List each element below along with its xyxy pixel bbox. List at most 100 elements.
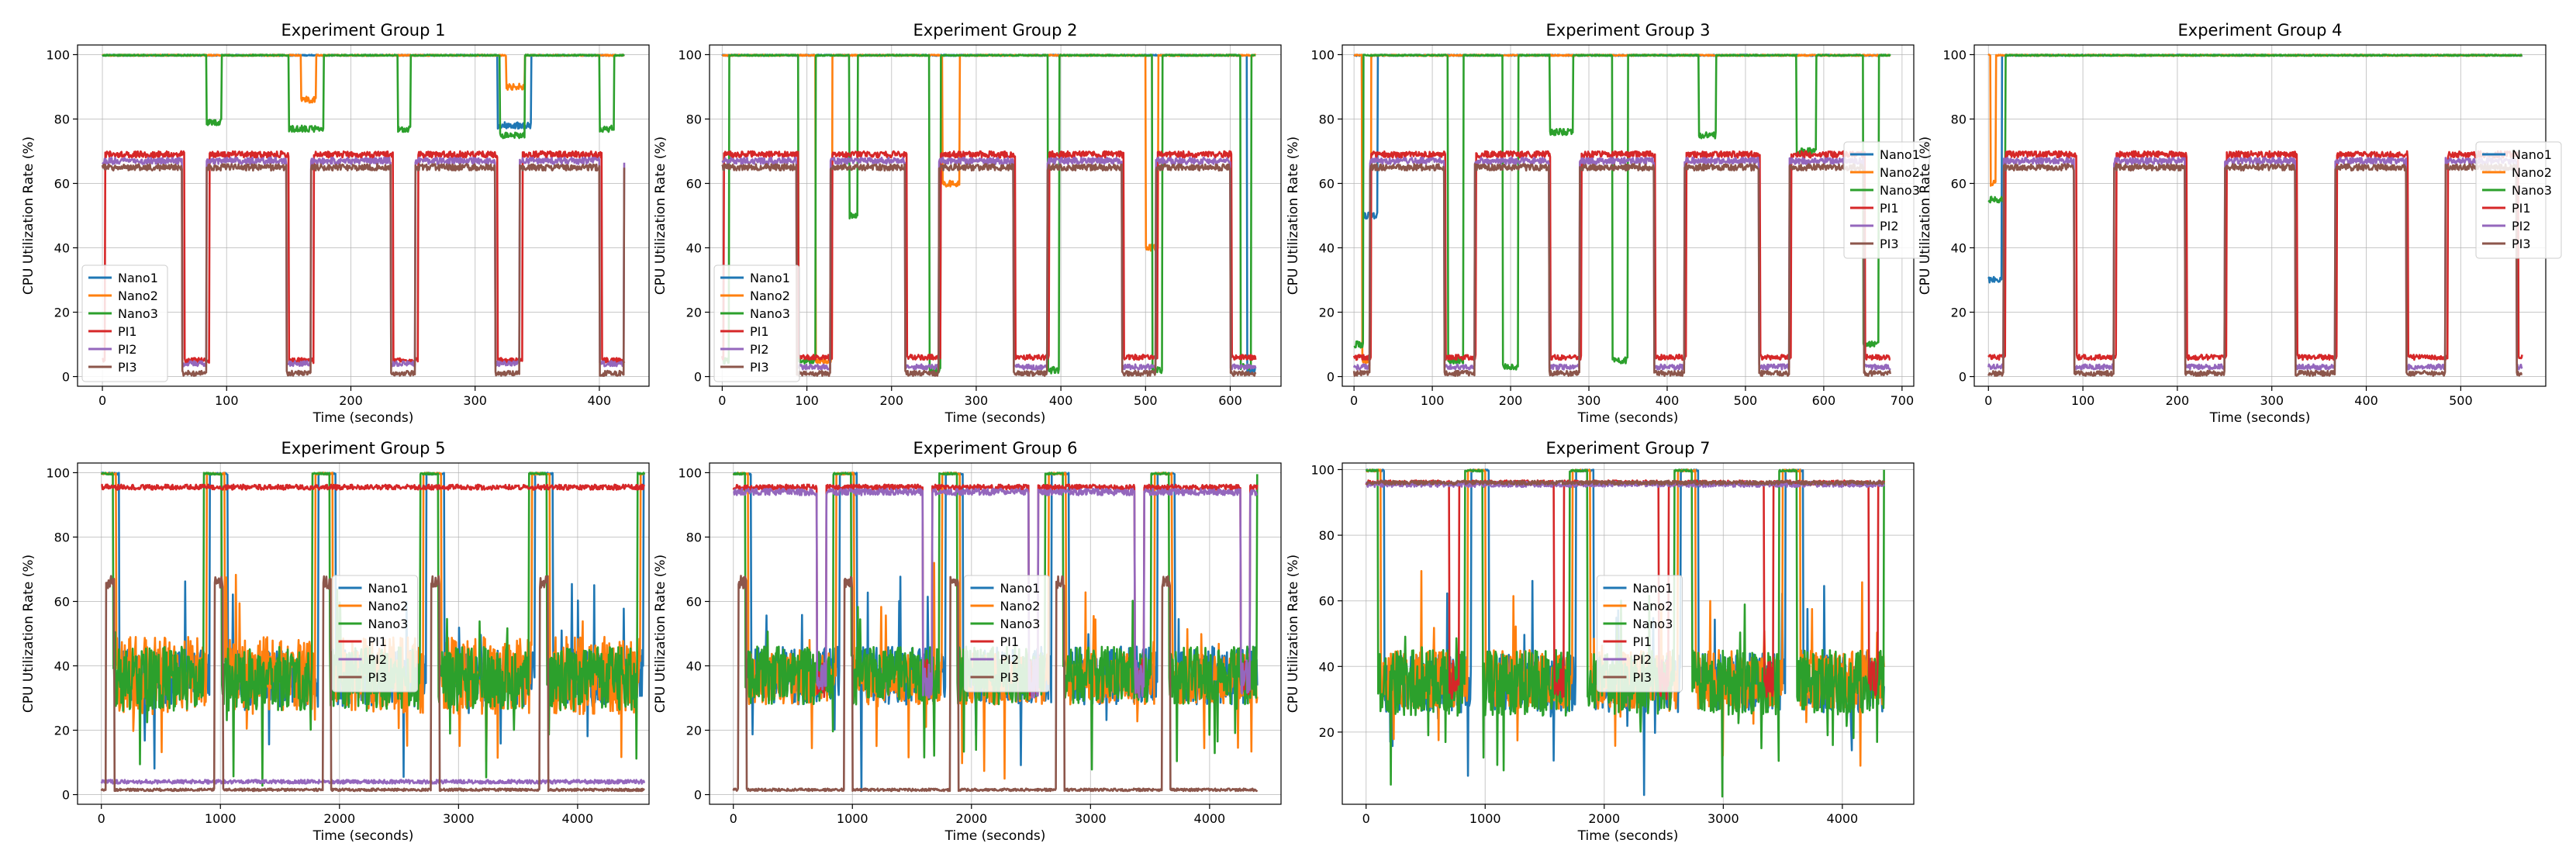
legend-label: Nano1	[1000, 581, 1041, 596]
chart-title: Experiment Group 2	[913, 21, 1078, 40]
series-line-pi2	[1365, 480, 1885, 489]
y-tick-label: 60	[1951, 176, 1967, 191]
plot-frame	[709, 462, 1282, 805]
x-tick-label: 2000	[323, 811, 355, 826]
x-tick-label: 500	[1734, 393, 1758, 408]
series-line-nano2	[721, 54, 1257, 365]
series-line-nano3	[102, 54, 625, 140]
legend-label: PI1	[1633, 634, 1652, 649]
series-line-pi2	[1352, 157, 1891, 371]
chart-panel-1: 0 100 200 300 400 0 20 40 60 80 100 Experiment Grou…	[21, 21, 650, 426]
x-tick-label: 1000	[837, 811, 868, 826]
legend-label: Nano3	[1000, 617, 1041, 631]
x-tick-label: 3000	[443, 811, 475, 826]
x-tick-label: 2000	[955, 811, 987, 826]
x-tick-label: 400	[1049, 393, 1073, 408]
y-tick-label: 20	[1951, 306, 1967, 320]
chart-panel-2: 0 100 200 300 400 500 600 0 20 40 60 80 100 Experimen…	[653, 21, 1282, 426]
y-tick-label: 0	[1327, 370, 1335, 385]
x-tick-label: 0	[1350, 393, 1358, 408]
legend-label: Nano1	[368, 581, 409, 596]
chart-panel-4: 0 100 200 300 400 500 0 20 40 60 80 100 Experiment G…	[1918, 21, 2562, 426]
y-axis-label: CPU Utilization Rate (%)	[653, 555, 668, 713]
series-line-nano3	[1987, 54, 2523, 204]
y-tick-label: 20	[1319, 306, 1335, 320]
y-tick-label: 20	[54, 724, 70, 738]
chart-panel-5: 0 1000 2000 3000 4000 0 20 40 60 80 100 Experiment …	[21, 439, 650, 844]
y-tick-label: 40	[686, 241, 702, 256]
legend: Nano1 Nano2 Nano3 PI1 PI2 PI3	[964, 575, 1050, 693]
legend-label: PI2	[1000, 652, 1020, 667]
chart-title: Experiment Group 4	[2178, 21, 2343, 40]
chart-panel-6: 0 1000 2000 3000 4000 0 20 40 60 80 100 Experiment …	[653, 439, 1282, 844]
legend-label: PI2	[2512, 219, 2531, 233]
legend-label: Nano1	[1633, 581, 1673, 596]
series-line-pi1	[721, 150, 1257, 361]
plot-frame	[1342, 462, 1915, 805]
y-tick-label: 20	[1319, 725, 1335, 740]
x-tick-label: 300	[463, 393, 487, 408]
series-line-pi2	[100, 779, 646, 785]
y-axis-label: CPU Utilization Rate (%)	[21, 555, 36, 713]
series-line-pi1	[101, 483, 646, 491]
legend-label: Nano3	[1880, 183, 1920, 198]
x-tick-label: 300	[2260, 393, 2284, 408]
legend-label: Nano1	[2512, 147, 2552, 162]
x-tick-label: 4000	[1827, 811, 1859, 826]
legend: Nano1 Nano2 Nano3 PI1 PI2 PI3	[713, 264, 800, 382]
plot-frame	[709, 44, 1282, 387]
legend-label: Nano2	[1633, 599, 1673, 613]
y-tick-label: 60	[54, 176, 70, 191]
plot-frame	[77, 462, 650, 805]
series-line-pi2	[1987, 157, 2523, 371]
series-line-pi2	[721, 157, 1257, 371]
x-tick-label: 100	[1421, 393, 1445, 408]
series-line-nano2	[1353, 54, 1891, 365]
x-tick-label: 500	[2449, 393, 2473, 408]
x-tick-label: 600	[1812, 393, 1836, 408]
legend-label: PI1	[368, 634, 388, 649]
chart-title: Experiment Group 7	[1546, 439, 1711, 458]
chart-title: Experiment Group 5	[281, 439, 446, 458]
chart-title: Experiment Group 1	[281, 21, 446, 40]
y-tick-label: 100	[1942, 47, 1967, 62]
y-tick-label: 40	[1951, 241, 1967, 256]
y-tick-label: 0	[62, 788, 70, 803]
y-tick-label: 0	[62, 370, 70, 385]
y-tick-label: 80	[54, 530, 70, 544]
y-tick-label: 100	[678, 47, 702, 62]
y-tick-label: 100	[46, 47, 70, 62]
legend-label: PI3	[1000, 670, 1020, 685]
y-tick-label: 60	[1319, 594, 1335, 609]
legend-label: Nano2	[2512, 165, 2552, 180]
x-tick-label: 0	[1362, 811, 1370, 826]
legend-label: Nano1	[118, 271, 158, 285]
series-line-pi2	[102, 157, 626, 368]
x-tick-label: 0	[98, 811, 105, 826]
x-tick-label: 0	[98, 393, 106, 408]
y-tick-label: 20	[686, 724, 702, 738]
series-line-pi1	[101, 150, 626, 365]
legend-label: PI1	[118, 324, 137, 339]
y-axis-label: CPU Utilization Rate (%)	[1286, 136, 1301, 295]
series-line-nano1	[102, 54, 625, 130]
legend-label: PI1	[1880, 201, 1899, 216]
legend-label: PI2	[368, 652, 388, 667]
x-tick-label: 100	[215, 393, 239, 408]
x-tick-label: 1000	[1469, 811, 1501, 826]
legend-label: PI2	[118, 342, 137, 357]
series-line-nano2	[102, 54, 625, 104]
x-tick-label: 0	[718, 393, 726, 408]
x-axis-label: Time (seconds)	[313, 410, 414, 426]
y-tick-label: 100	[678, 465, 702, 480]
x-tick-label: 3000	[1708, 811, 1739, 826]
legend-label: PI3	[750, 360, 769, 375]
y-tick-label: 80	[686, 112, 702, 126]
y-axis-label: CPU Utilization Rate (%)	[1286, 555, 1301, 713]
x-tick-label: 300	[965, 393, 989, 408]
y-tick-label: 40	[54, 241, 70, 256]
y-tick-label: 40	[1319, 241, 1335, 256]
legend: Nano1 Nano2 Nano3 PI1 PI2 PI3	[332, 575, 418, 693]
legend-label: PI3	[2512, 237, 2531, 251]
